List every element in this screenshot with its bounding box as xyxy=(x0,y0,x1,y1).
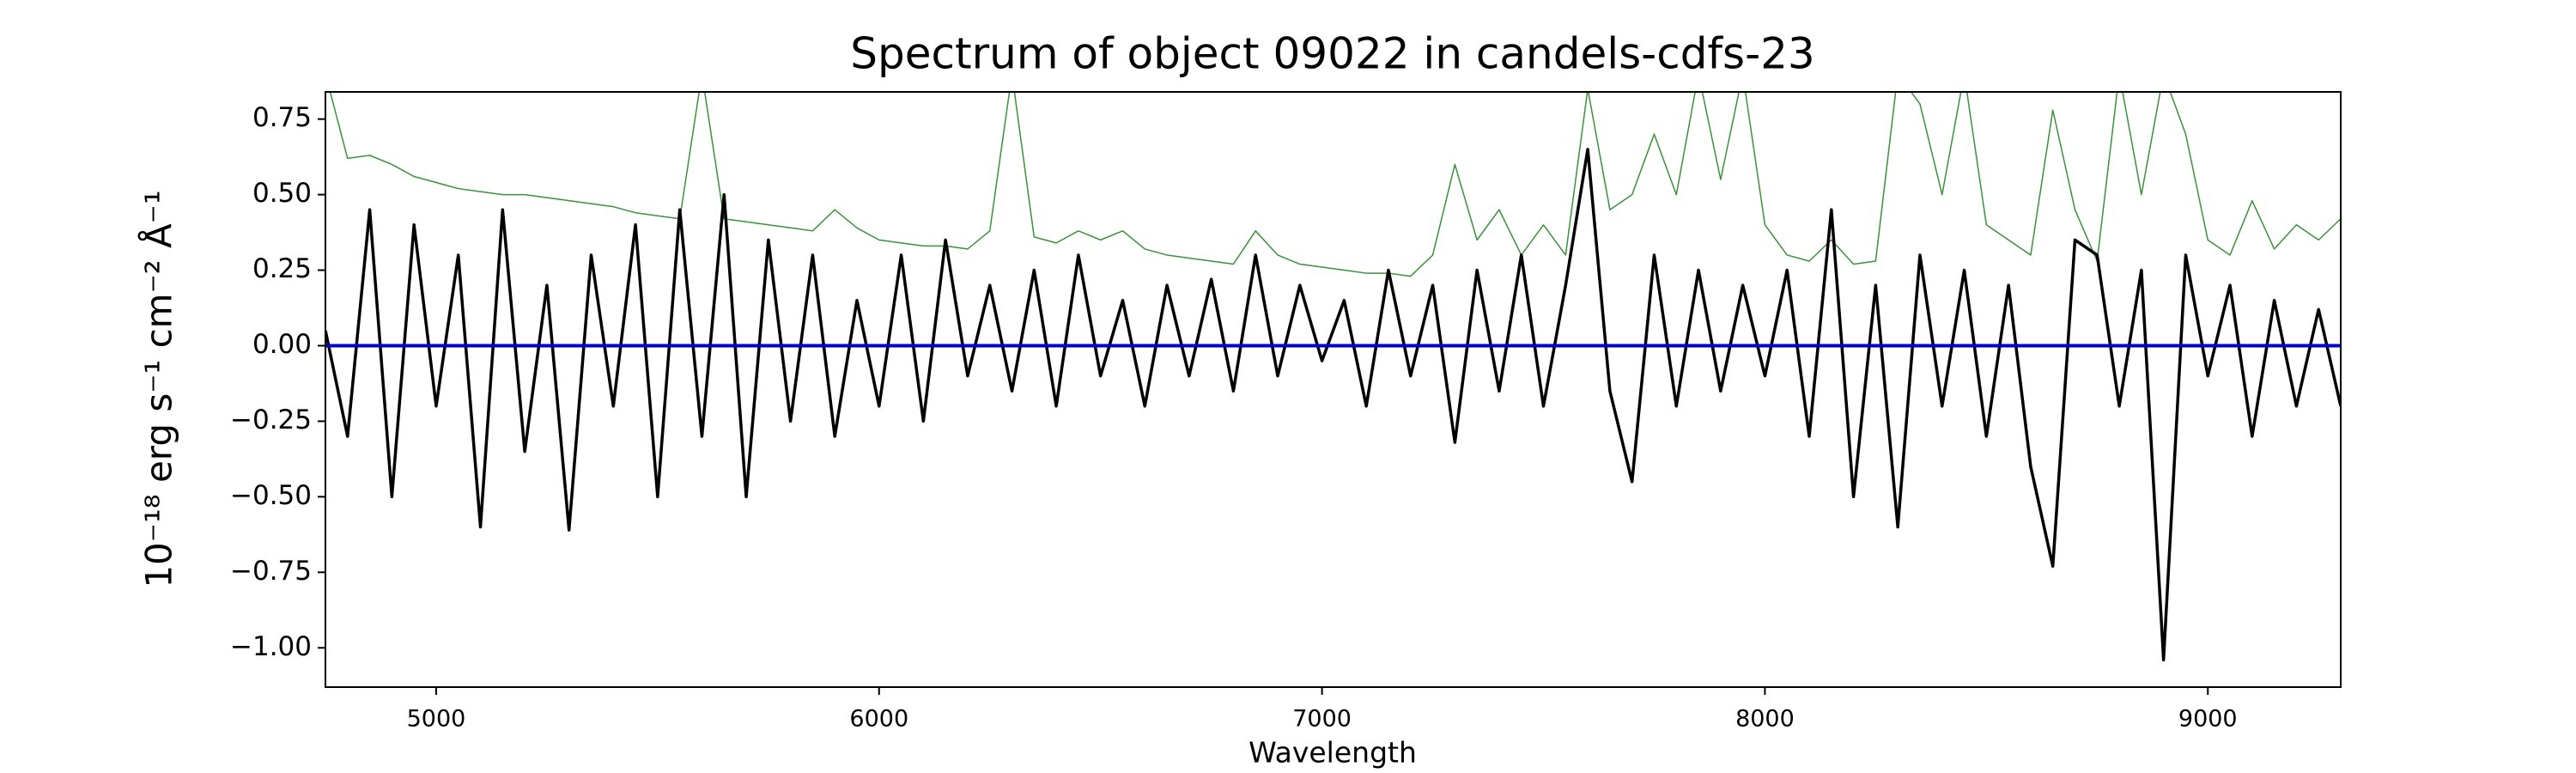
chart-title: Spectrum of object 09022 in candels-cdfs… xyxy=(850,29,1815,79)
x-tick-label: 7000 xyxy=(1292,706,1352,733)
y-axis-label: 10⁻¹⁸ erg s⁻¹ cm⁻² Å⁻¹ xyxy=(137,190,180,587)
axes-frame xyxy=(325,91,2342,688)
plot-area xyxy=(325,92,2341,662)
y-tick-label: −0.75 xyxy=(230,556,312,587)
x-tick-label: 5000 xyxy=(407,706,466,733)
y-tick-label: −1.00 xyxy=(230,631,312,662)
x-tick-label: 9000 xyxy=(2178,706,2238,733)
y-tick-label: 0.25 xyxy=(252,253,312,284)
y-tick-label: 0.50 xyxy=(252,178,312,209)
y-tick-label: 0.75 xyxy=(252,102,312,133)
series-line xyxy=(325,148,2341,662)
x-tick-label: 6000 xyxy=(849,706,908,733)
series-line xyxy=(329,92,2341,277)
y-tick-label: −0.25 xyxy=(230,405,312,435)
x-tick-label: 8000 xyxy=(1735,706,1795,733)
x-axis-label: Wavelength xyxy=(1249,736,1417,770)
y-tick-label: 0.00 xyxy=(252,329,312,360)
y-tick-label: −0.50 xyxy=(230,480,312,511)
